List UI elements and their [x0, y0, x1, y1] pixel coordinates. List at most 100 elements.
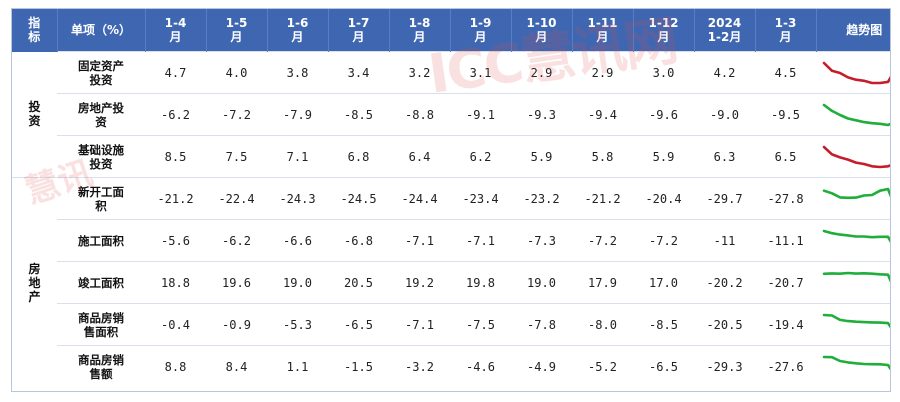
trend-line — [822, 103, 890, 126]
value-cell: -20.7 — [755, 261, 816, 304]
row-item-label: 竣工面积 — [57, 261, 145, 304]
value-cell: 2.9 — [511, 51, 572, 94]
value-cell: 7.1 — [267, 135, 328, 178]
value-cell: 19.2 — [389, 261, 450, 304]
row-item-label: 固定资产 投资 — [57, 51, 145, 94]
header-month: 1-4 月 — [144, 9, 206, 52]
value-cell: 17.0 — [633, 261, 694, 304]
value-cell: -20.5 — [694, 303, 755, 346]
value-cell: -21.2 — [145, 177, 206, 220]
trend-sparkline — [822, 187, 890, 199]
value-cell: -24.4 — [389, 177, 450, 220]
value-cell: -7.9 — [267, 93, 328, 136]
value-cell: -27.8 — [755, 177, 816, 220]
trend-cell — [816, 177, 890, 220]
value-cell: -7.8 — [511, 303, 572, 346]
value-cell: -8.5 — [328, 93, 389, 136]
value-cell: -6.5 — [633, 345, 694, 387]
value-cell: 4.2 — [694, 51, 755, 94]
value-cell: 6.8 — [328, 135, 389, 178]
value-cell: 3.0 — [633, 51, 694, 94]
value-cell: -20.2 — [694, 261, 755, 304]
value-cell: -20.4 — [633, 177, 694, 220]
value-cell: -24.5 — [328, 177, 389, 220]
header-month: 1-12 月 — [632, 9, 694, 52]
value-cell: 8.4 — [206, 345, 267, 387]
row-item-label: 基础设施 投资 — [57, 135, 145, 178]
value-cell: -4.9 — [511, 345, 572, 387]
header-month: 1-6 月 — [266, 9, 328, 52]
header-month: 1-9 月 — [449, 9, 511, 52]
header-item: 单项（%） — [56, 9, 145, 52]
value-cell: -6.2 — [206, 219, 267, 262]
value-cell: 19.0 — [267, 261, 328, 304]
row-item-label: 房地产投 资 — [57, 93, 145, 136]
value-cell: -7.1 — [389, 303, 450, 346]
row-item-label: 施工面积 — [57, 219, 145, 262]
value-cell: 6.4 — [389, 135, 450, 178]
value-cell: -7.5 — [450, 303, 511, 346]
row-item-label: 新开工面 积 — [57, 177, 145, 220]
value-cell: 5.8 — [572, 135, 633, 178]
header-month: 1-7 月 — [327, 9, 389, 52]
value-cell: -24.3 — [267, 177, 328, 220]
value-cell: -5.6 — [145, 219, 206, 262]
table-row: 基础设施 投资 8.5 7.5 7.1 6.8 6.4 6.2 5.9 5.8 5.9 6.3 6.5 — [12, 135, 890, 178]
value-cell: -8.5 — [633, 303, 694, 346]
trend-cell — [816, 93, 890, 136]
value-cell: -9.0 — [694, 93, 755, 136]
value-cell: -3.2 — [389, 345, 450, 387]
value-cell: -4.6 — [450, 345, 511, 387]
value-cell: 5.9 — [633, 135, 694, 178]
trend-sparkline — [822, 229, 890, 243]
trend-line — [822, 229, 890, 243]
header-month: 1-10 月 — [510, 9, 572, 52]
value-cell: -9.5 — [755, 93, 816, 136]
trend-cell — [816, 219, 890, 262]
header-month: 1-11 月 — [571, 9, 633, 52]
trend-sparkline — [822, 61, 890, 84]
value-cell: -29.7 — [694, 177, 755, 220]
row-item-label: 商品房销 售面积 — [57, 303, 145, 346]
value-cell: -29.3 — [694, 345, 755, 387]
value-cell: -8.8 — [389, 93, 450, 136]
header-month: 1-8 月 — [388, 9, 450, 52]
value-cell: -7.3 — [511, 219, 572, 262]
trend-line — [822, 187, 890, 199]
value-cell: -27.6 — [755, 345, 816, 387]
value-cell: -21.2 — [572, 177, 633, 220]
trend-sparkline — [822, 145, 890, 168]
value-cell: 19.8 — [450, 261, 511, 304]
trend-sparkline — [822, 271, 890, 282]
value-cell: -9.3 — [511, 93, 572, 136]
value-cell: 3.1 — [450, 51, 511, 94]
value-cell: -23.4 — [450, 177, 511, 220]
value-cell: -6.8 — [328, 219, 389, 262]
value-cell: -11.1 — [755, 219, 816, 262]
value-cell: -5.2 — [572, 345, 633, 387]
value-cell: -7.1 — [450, 219, 511, 262]
value-cell: 3.4 — [328, 51, 389, 94]
value-cell: -7.2 — [633, 219, 694, 262]
table-row: 投 资固定资产 投资 4.7 4.0 3.8 3.4 3.2 3.1 2.9 2.9 3.0 4.2… — [12, 51, 890, 128]
value-cell: 6.5 — [755, 135, 816, 178]
macro-indicator-table: 指 标 单项（%） 1-4 月 1-5 月 1-6 月 1-7 月 1-8 月 … — [12, 9, 890, 387]
value-cell: 3.8 — [267, 51, 328, 94]
trend-cell — [816, 51, 890, 94]
value-cell: 17.9 — [572, 261, 633, 304]
trend-cell — [816, 135, 890, 178]
table-row: 商品房销 售额 8.8 8.4 1.1 -1.5 -3.2 -4.6 -4.9 -5.2 -6.5… — [12, 345, 890, 387]
value-cell: -9.6 — [633, 93, 694, 136]
value-cell: -0.4 — [145, 303, 206, 346]
value-cell: 18.8 — [145, 261, 206, 304]
value-cell: 4.7 — [145, 51, 206, 94]
value-cell: 4.5 — [755, 51, 816, 94]
header-trend: 趋势图 — [815, 9, 890, 52]
value-cell: 19.6 — [206, 261, 267, 304]
value-cell: -6.5 — [328, 303, 389, 346]
value-cell: -7.2 — [572, 219, 633, 262]
trend-sparkline — [822, 313, 890, 328]
value-cell: 8.5 — [145, 135, 206, 178]
value-cell: 3.2 — [389, 51, 450, 94]
value-cell: -5.3 — [267, 303, 328, 346]
